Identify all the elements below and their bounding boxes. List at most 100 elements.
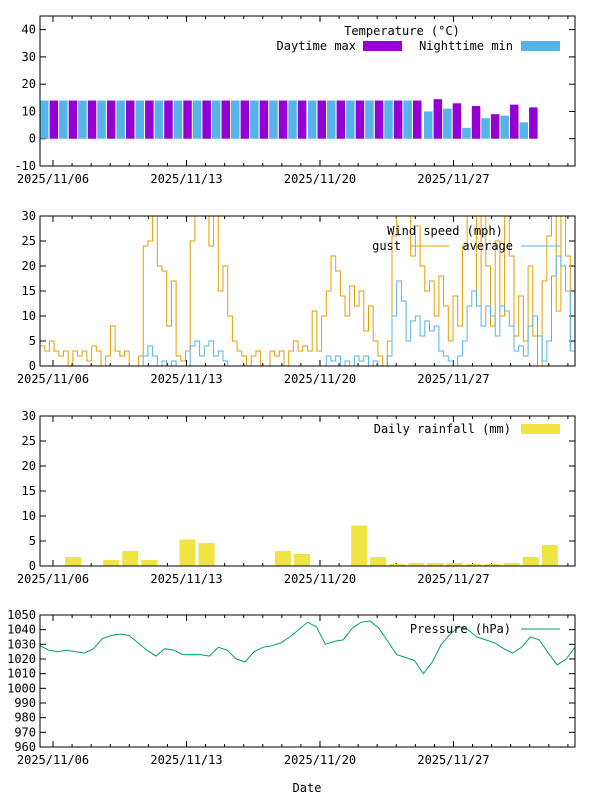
y-tick-label: 960 [14,740,36,754]
bar-daytime-max [393,100,403,139]
y-tick-label: 25 [22,434,36,448]
bar-daytime-max [490,114,500,139]
y-tick-label: 30 [22,50,36,64]
bar-rainfall [141,560,158,566]
bar-daytime-max [202,100,211,139]
wind-gust-line [40,216,575,366]
y-tick-label: 0 [29,359,36,373]
bar-nighttime-min [231,100,240,139]
bar-nighttime-min [135,100,144,139]
plot-border [39,415,576,567]
bar-daytime-max [529,107,538,139]
x-tick-label: 2025/11/27 [417,372,489,386]
bar-nighttime-min [192,100,202,139]
bar-daytime-max [87,100,97,139]
bar-nighttime-min [307,100,317,139]
bar-nighttime-min [519,122,528,139]
y-tick-label: 15 [22,484,36,498]
y-tick-label: 40 [22,23,36,37]
x-tick-label: 2025/11/20 [284,172,356,186]
legend-label-gust: gust [372,239,401,253]
rainfall-panel: 0 5 10 15 20 25 30 2025/11/06 2025/11/13 2025/11/… [17,409,576,586]
bar-rainfall [179,539,196,566]
plot-layer: -10 0 10 20 30 40 2025/11/06 2025/11/13 2025/11/… [14,16,575,186]
y-tick-label: 15 [22,284,36,298]
bar-daytime-max [49,100,59,139]
bar-daytime-max [317,100,326,139]
y-tick-label: 30 [22,209,36,223]
bar-rainfall [389,564,406,566]
bar-rainfall [122,551,139,566]
x-tick-label: 2025/11/06 [17,572,89,586]
x-tick-label: 2025/11/13 [150,372,222,386]
legend-label-rainfall: Daily rainfall (mm) [374,422,511,436]
y-tick-label: 1010 [7,667,36,681]
bar-nighttime-min [211,100,221,139]
bar-nighttime-min [97,100,106,139]
bar-daytime-max [355,100,365,139]
x-axis-label: Date [293,781,322,795]
y-tick-label: 1020 [7,652,36,666]
x-tick-label: 2025/11/06 [17,172,89,186]
y-tick-label: 1030 [7,637,36,651]
temperature-panel: -10 0 10 20 30 40 2025/11/06 2025/11/13 2025/11/… [14,15,576,186]
bar-nighttime-min [500,115,509,139]
bar-nighttime-min [288,100,297,139]
bar-nighttime-min [462,127,471,139]
legend-swatch-min [521,41,560,51]
y-tick-label: 25 [22,234,36,248]
bar-daytime-max [68,100,78,139]
y-tick-label: 10 [22,104,36,118]
bar-rainfall [198,543,215,566]
bar-daytime-max [452,103,462,139]
pressure-line [39,620,576,675]
bar-nighttime-min [40,100,49,139]
bar-daytime-max [221,100,230,139]
legend-label-min: Nighttime min [419,39,513,53]
x-tick-label: 2025/11/13 [150,172,222,186]
x-tick-label: 2025/11/27 [417,753,489,767]
bar-daytime-max [106,100,116,139]
y-tick-label: 0 [29,559,36,573]
bar-rainfall [503,563,520,566]
bar-rainfall [370,557,387,566]
y-tick-label: 10 [22,309,36,323]
bar-nighttime-min [173,100,183,139]
bar-rainfall [293,554,310,566]
x-tick-label: 2025/11/06 [17,372,89,386]
bar-nighttime-min [481,118,490,139]
bar-daytime-max [164,100,173,139]
y-tick-label: 10 [22,509,36,523]
bar-nighttime-min [403,100,412,139]
y-tick-label: 5 [29,534,36,548]
bar-rainfall [446,563,463,566]
bar-daytime-max [433,99,443,139]
bar-nighttime-min [424,111,433,139]
bar-nighttime-min [78,100,87,139]
y-tick-label: 5 [29,334,36,348]
bar-rainfall [65,557,82,566]
y-tick-label: 980 [14,711,36,725]
legend-label-average: average [462,239,513,253]
x-tick-label: 2025/11/13 [150,753,222,767]
x-tick-label: 2025/11/27 [417,172,489,186]
plot-border [39,215,576,367]
bar-rainfall [427,563,444,566]
y-tick-label: 20 [22,459,36,473]
bar-rainfall [541,545,558,566]
bar-daytime-max [278,100,288,139]
bar-daytime-max [374,100,384,139]
legend-label-max: Daytime max [277,39,356,53]
legend-swatch-max [363,41,402,51]
y-tick-label: 990 [14,696,36,710]
bar-nighttime-min [327,100,336,139]
bar-nighttime-min [116,100,125,139]
y-tick-label: 1050 [7,608,36,622]
y-tick-label: 970 [14,725,36,739]
wind-panel: 0 5 10 15 20 25 30 2025/11/06 2025/11/13 2025/11/… [17,209,576,386]
x-tick-label: 2025/11/06 [17,753,89,767]
bar-rainfall [465,564,482,566]
legend-label-pressure: Pressure (hPa) [410,622,511,636]
